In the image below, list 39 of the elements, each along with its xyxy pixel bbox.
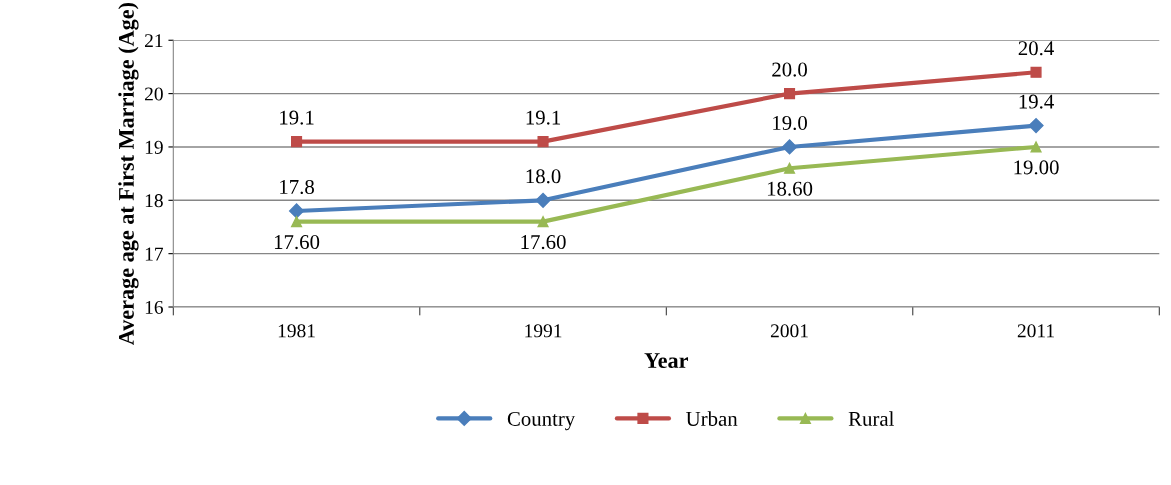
data-label: 19.4 xyxy=(1019,94,1054,109)
data-label: 19.1 xyxy=(280,110,314,125)
point xyxy=(537,216,549,228)
data-label: 20.4 xyxy=(1018,41,1054,56)
x-axis-title: Year xyxy=(644,353,689,369)
x-tick-label: 1981 xyxy=(278,324,315,338)
point xyxy=(290,136,303,148)
legend-label: Rural xyxy=(848,411,894,426)
x-tick-label: 2011 xyxy=(1017,324,1054,338)
y-tick-label: 18 xyxy=(145,194,163,208)
y-tick-label: 19 xyxy=(145,140,163,154)
point xyxy=(781,139,798,155)
y-tick-label: 17 xyxy=(145,247,164,261)
data-label: 17.8 xyxy=(280,179,314,195)
point xyxy=(783,162,796,174)
legend-label: Urban xyxy=(686,411,738,426)
x-tick-label: 1991 xyxy=(525,324,562,338)
y-tick-label: 21 xyxy=(145,34,163,47)
point xyxy=(1030,66,1042,78)
data-label: 17.60 xyxy=(521,235,566,250)
x-tick-label: 2001 xyxy=(770,324,808,338)
data-label: 17.60 xyxy=(274,235,320,250)
point xyxy=(783,88,796,100)
point xyxy=(535,192,551,208)
point xyxy=(288,203,305,219)
data-label: 19.00 xyxy=(1014,160,1059,175)
y-axis-title: Average age at First Marriage (Age) xyxy=(118,2,139,346)
point xyxy=(290,216,303,228)
point xyxy=(1028,118,1044,134)
data-label: 18.60 xyxy=(767,181,813,196)
data-label: 19.1 xyxy=(526,110,561,125)
data-label: 18.0 xyxy=(526,169,561,184)
point xyxy=(537,136,549,148)
legend-label: Country xyxy=(507,411,576,431)
y-tick-label: 20 xyxy=(145,87,163,101)
y-tick-label: 16 xyxy=(145,300,164,314)
data-label: 19.0 xyxy=(773,115,807,131)
data-label: 20.0 xyxy=(772,62,807,77)
point xyxy=(1030,141,1042,153)
